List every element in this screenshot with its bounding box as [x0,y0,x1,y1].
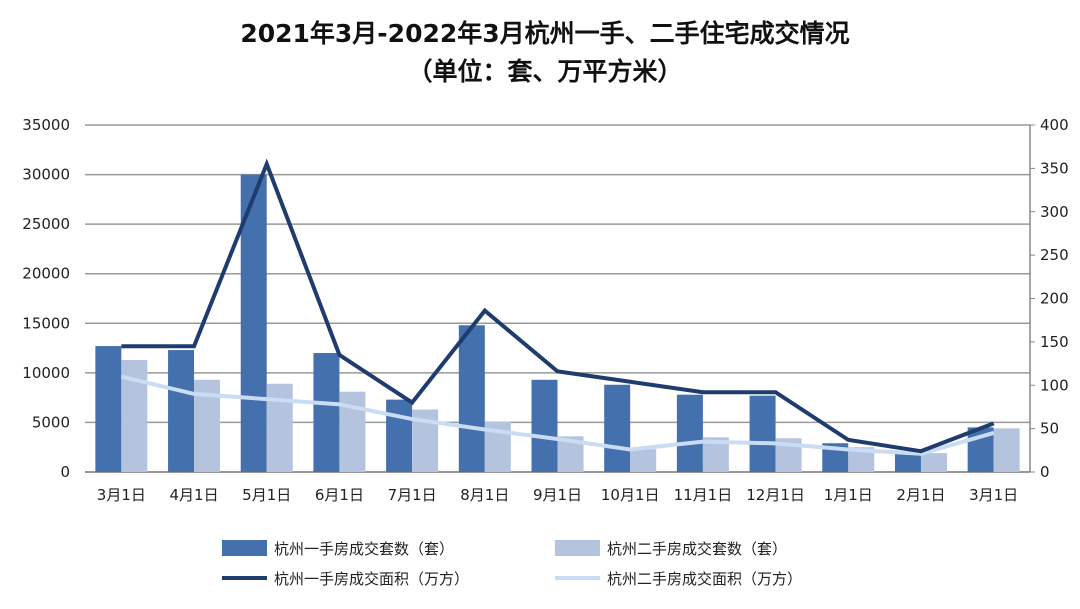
y-right-tick-label: 200 [1040,290,1069,308]
y-left-tick-label: 5000 [32,413,70,431]
y-right-tick-label: 300 [1040,203,1069,221]
x-tick-label: 10月1日 [601,486,660,504]
bar-new [313,353,340,472]
x-tick-label: 1月1日 [824,486,873,504]
bar-new [458,325,485,472]
x-tick-label: 7月1日 [388,486,437,504]
x-tick-label: 11月1日 [674,486,733,504]
bar-new [240,174,267,473]
y-right-tick-label: 0 [1040,463,1050,481]
y-left-tick-label: 0 [60,463,70,481]
bar-resale [920,453,947,472]
x-tick-label: 5月1日 [242,486,291,504]
x-tick-label: 12月1日 [746,486,805,504]
x-tick-label: 2月1日 [896,486,945,504]
legend-label: 杭州一手房成交套数（套） [274,540,454,558]
x-tick-label: 9月1日 [533,486,582,504]
bar-new [604,384,631,472]
bar-new [531,379,558,472]
y-right-tick-label: 100 [1040,376,1069,394]
bar-resale [993,428,1020,472]
bar-new [749,395,776,472]
y-right-tick-label: 400 [1040,116,1069,134]
y-left-tick-label: 15000 [22,314,70,332]
chart-title: 2021年3月-2022年3月杭州一手、二手住宅成交情况 [240,19,849,48]
y-left-tick-label: 35000 [22,116,70,134]
legend-label: 杭州二手房成交套数（套） [607,540,787,558]
y-right-tick-label: 50 [1040,420,1059,438]
legend-label: 杭州一手房成交面积（万方） [274,570,469,588]
bar-new [95,346,122,472]
bar-new [676,394,703,472]
bar-new [168,350,195,472]
y-right-tick-label: 350 [1040,159,1069,177]
x-tick-label: 4月1日 [169,486,218,504]
x-tick-label: 3月1日 [97,486,146,504]
bar-resale [266,383,293,472]
y-left-tick-label: 10000 [22,364,70,382]
bar-new [894,453,921,472]
legend-swatch [555,540,600,556]
x-tick-label: 8月1日 [460,486,509,504]
x-tick-label: 6月1日 [315,486,364,504]
y-left-tick-label: 30000 [22,166,70,184]
bar-new [386,399,413,472]
y-right-tick-label: 150 [1040,333,1069,351]
y-right-tick-label: 250 [1040,246,1069,264]
x-tick-label: 3月1日 [969,486,1018,504]
legend-swatch [222,540,267,556]
y-left-tick-label: 20000 [22,265,70,283]
legend-label: 杭州二手房成交面积（万方） [607,570,802,588]
bar-resale [630,449,657,472]
y-left-tick-label: 25000 [22,215,70,233]
chart-subtitle: （单位：套、万平方米） [407,57,682,86]
